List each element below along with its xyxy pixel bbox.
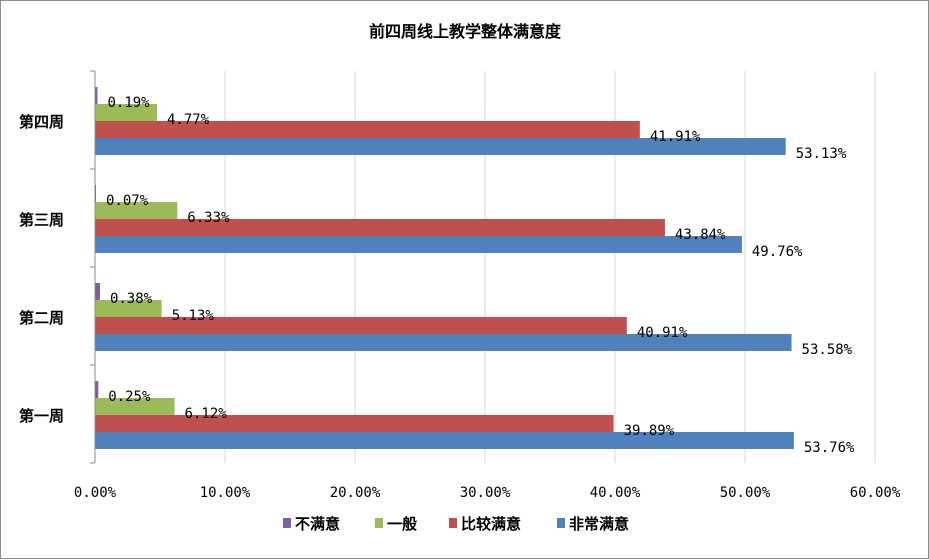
bar	[95, 236, 742, 253]
data-label: 43.84%	[675, 227, 726, 243]
data-label: 6.12%	[185, 406, 228, 422]
data-label: 49.76%	[752, 244, 803, 260]
bars	[95, 87, 794, 449]
data-label: 0.25%	[108, 389, 151, 405]
data-label: 53.13%	[796, 146, 847, 162]
data-label: 53.58%	[802, 342, 853, 358]
data-label: 39.89%	[624, 423, 675, 439]
bar	[95, 415, 614, 432]
x-tick-label: 10.00%	[200, 485, 251, 501]
data-label: 0.07%	[106, 193, 149, 209]
category-label: 第三周	[19, 211, 64, 229]
legend-swatch	[449, 518, 457, 528]
bar	[95, 202, 178, 219]
legend-label: 不满意	[295, 515, 340, 533]
legend-label: 比较满意	[461, 515, 521, 533]
x-tick-label: 60.00%	[850, 485, 901, 501]
bar	[95, 432, 794, 449]
data-label: 0.38%	[110, 291, 153, 307]
data-label: 40.91%	[637, 325, 688, 341]
x-tick-label: 20.00%	[330, 485, 381, 501]
bar	[95, 398, 175, 415]
data-labels: 0.19% 4.77% 41.91% 53.13% 0.07% 6.33% 43.84% 49…	[106, 95, 855, 456]
bar	[95, 300, 162, 317]
bar	[95, 121, 640, 138]
data-label: 0.19%	[107, 95, 150, 111]
data-label: 53.76%	[804, 440, 855, 456]
bar	[95, 87, 98, 104]
legend: 不满意 一般 比较满意 非常满意	[283, 515, 629, 533]
category-label: 第二周	[19, 309, 64, 327]
chart-title: 前四周线上教学整体满意度	[369, 22, 562, 41]
legend-label: 非常满意	[569, 515, 629, 533]
data-label: 4.77%	[167, 112, 210, 128]
category-label: 第四周	[19, 113, 64, 131]
axes: 0.00% 10.00% 20.00% 30.00% 40.00% 50.00% 60.00…	[19, 70, 901, 501]
x-tick-label: 0.00%	[74, 485, 117, 501]
legend-swatch	[283, 518, 291, 528]
data-label: 6.33%	[187, 210, 230, 226]
bar	[95, 317, 627, 334]
x-tick-label: 50.00%	[720, 485, 771, 501]
category-label: 第一周	[19, 407, 64, 425]
legend-label: 一般	[387, 515, 417, 533]
bar	[95, 219, 665, 236]
x-tick-label: 30.00%	[460, 485, 511, 501]
bar	[95, 104, 158, 121]
bar	[95, 283, 100, 300]
legend-swatch	[557, 518, 565, 528]
bar	[95, 138, 786, 155]
legend-swatch	[375, 518, 383, 528]
x-tick-label: 40.00%	[590, 485, 641, 501]
data-label: 41.91%	[650, 129, 701, 145]
bar	[95, 381, 99, 398]
bar	[95, 334, 792, 351]
data-label: 5.13%	[172, 308, 215, 324]
